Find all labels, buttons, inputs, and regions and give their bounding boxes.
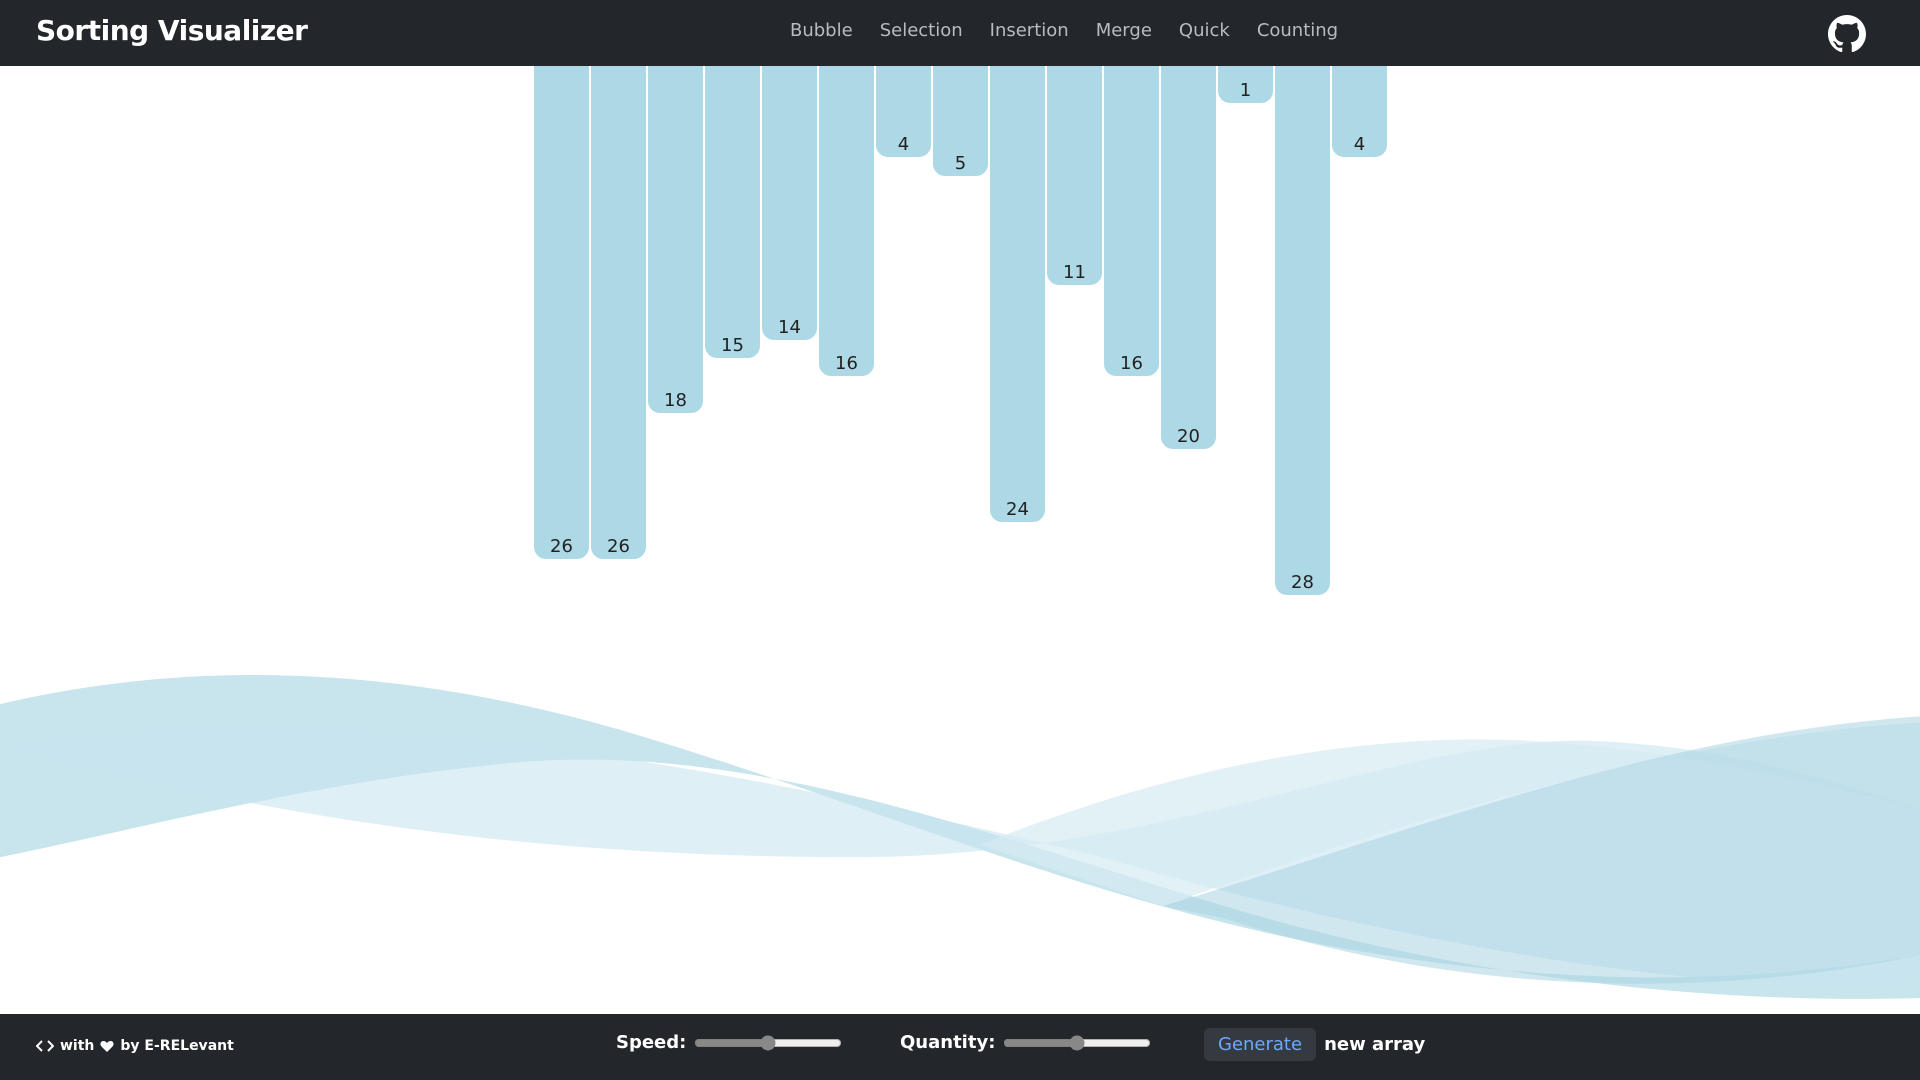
array-bar: 20 xyxy=(1161,66,1216,450)
array-bar: 16 xyxy=(1104,66,1159,377)
nav-link[interactable]: Merge xyxy=(1095,20,1152,41)
speed-control: Speed: xyxy=(616,1032,843,1053)
bar-value: 11 xyxy=(1063,262,1086,284)
bar-value: 14 xyxy=(778,316,801,338)
credit-text: by E-RELevant xyxy=(120,1038,234,1054)
array-bar: 28 xyxy=(1275,66,1330,596)
array-bar: 24 xyxy=(990,66,1045,523)
bar-value: 16 xyxy=(1120,353,1143,375)
array-bar: 16 xyxy=(819,66,874,377)
bar-value: 5 xyxy=(954,152,967,174)
array-bar: 4 xyxy=(1332,66,1387,158)
wave xyxy=(979,722,1920,907)
bar-value: 18 xyxy=(664,389,687,411)
speed-label: Speed: xyxy=(616,1032,687,1053)
credit: with by E-RELevant xyxy=(36,1038,234,1054)
array-bar: 4 xyxy=(876,66,931,158)
array-bar: 5 xyxy=(933,66,988,176)
speed-slider[interactable] xyxy=(694,1034,843,1051)
quantity-slider[interactable] xyxy=(1003,1034,1152,1051)
bar-value: 28 xyxy=(1291,572,1314,594)
bar-value: 16 xyxy=(835,353,858,375)
wave xyxy=(0,727,1920,1080)
array-bar: 26 xyxy=(591,66,646,559)
bar-value: 1 xyxy=(1239,79,1252,101)
algorithm-menu: Bubble Selection Insertion Merge Quick C… xyxy=(790,20,1338,41)
generate-button[interactable]: Generate xyxy=(1204,1028,1317,1061)
nav-link[interactable]: Insertion xyxy=(989,20,1069,41)
bar-value: 4 xyxy=(897,134,910,156)
github-icon[interactable] xyxy=(1828,15,1866,53)
array-bar: 14 xyxy=(762,66,817,340)
bar-value: 26 xyxy=(607,535,630,557)
bar-value: 26 xyxy=(550,535,573,557)
array-bar: 26 xyxy=(534,66,589,559)
navbar: Sorting Visualizer Bubble Selection Inse… xyxy=(0,0,1920,66)
quantity-label: Quantity: xyxy=(900,1032,996,1053)
bar-value: 4 xyxy=(1353,134,1366,156)
quantity-control: Quantity: xyxy=(900,1032,1152,1053)
code-icon xyxy=(36,1040,54,1052)
nav-link[interactable]: Counting xyxy=(1256,20,1339,41)
credit-text: with xyxy=(60,1038,95,1054)
app-title[interactable]: Sorting Visualizer xyxy=(36,14,308,47)
array-bar: 18 xyxy=(648,66,703,413)
array-bar: 15 xyxy=(705,66,760,359)
nav-link[interactable]: Bubble xyxy=(790,20,853,41)
bar-value: 24 xyxy=(1006,499,1029,521)
nav-link[interactable]: Selection xyxy=(879,20,963,41)
bar-value: 15 xyxy=(721,335,744,357)
heart-icon xyxy=(100,1040,114,1052)
bar-value: 20 xyxy=(1177,426,1200,448)
array-bar: 1 xyxy=(1218,66,1273,103)
generate-control: Generate new array xyxy=(1204,1028,1425,1061)
wave xyxy=(1163,716,1920,984)
array-bar: 11 xyxy=(1047,66,1102,286)
control-bar: with by E-RELevant Speed: Quantity: Gene… xyxy=(0,1014,1920,1080)
generate-text: new array xyxy=(1324,1034,1426,1055)
nav-link[interactable]: Quick xyxy=(1178,20,1230,41)
